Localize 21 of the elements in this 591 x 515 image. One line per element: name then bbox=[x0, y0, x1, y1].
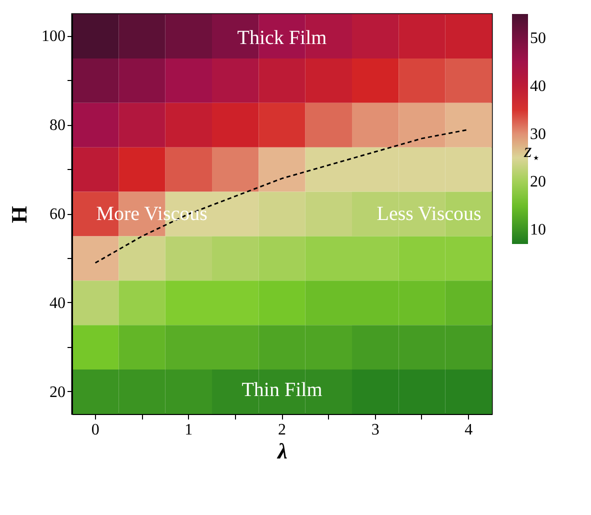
color-bar-label: 50 bbox=[530, 30, 546, 47]
y-tick-label: 100 bbox=[42, 28, 66, 46]
x-tick-label: 2 bbox=[278, 422, 286, 438]
annotation: Less Viscous bbox=[376, 203, 482, 225]
y-axis-title: H bbox=[6, 206, 32, 224]
color-bar-label: 10 bbox=[530, 222, 546, 239]
color-bar-title: z$_{⋆}$ bbox=[524, 140, 540, 166]
annotation: Thick Film bbox=[237, 27, 328, 49]
color-bar-label: 40 bbox=[530, 78, 546, 95]
color-bar-label: 30 bbox=[530, 126, 546, 143]
y-tick-label: 20 bbox=[50, 384, 66, 401]
x-tick-label: 4 bbox=[464, 422, 473, 438]
y-tick-label: 80 bbox=[50, 117, 66, 134]
x-tick-label: 3 bbox=[371, 422, 380, 438]
x-tick-label: 1 bbox=[184, 422, 193, 438]
y-tick-label: 40 bbox=[50, 294, 66, 312]
color-bar-label: 20 bbox=[530, 174, 546, 191]
annotation: Thin Film bbox=[242, 379, 323, 401]
x-tick-label: 0 bbox=[91, 422, 100, 438]
y-tick-label: 60 bbox=[50, 206, 66, 223]
x-axis-title: λ bbox=[276, 438, 288, 464]
